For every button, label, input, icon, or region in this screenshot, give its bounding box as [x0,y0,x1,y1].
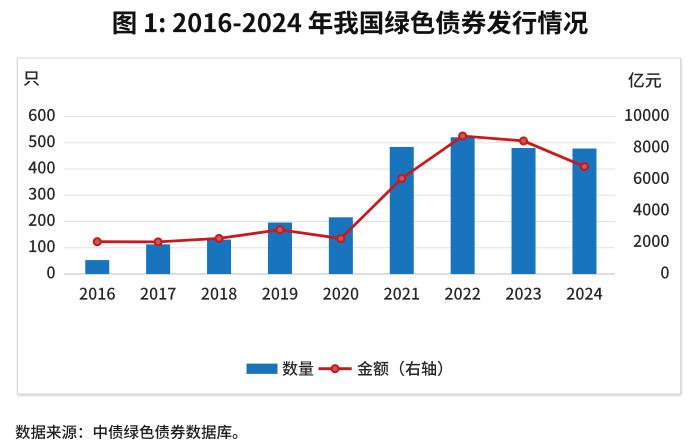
right-axis-unit-label [628,72,662,88]
line-marker [275,225,285,235]
left-tick-label [47,266,55,279]
right-tick-label [633,203,669,216]
bar-series [85,137,597,274]
left-tick-label [28,213,55,227]
line-series [92,131,590,247]
chart-title [113,10,588,35]
legend-bar-swatch [246,363,278,374]
line-marker [397,173,407,183]
right-axis-tick-labels [625,108,669,279]
legend-label-line [357,360,443,377]
legend [246,360,443,377]
left-tick-label [28,187,55,200]
bar [389,146,414,274]
source-note [15,424,238,440]
left-tick-label [29,240,55,253]
legend-label-bars [282,361,314,376]
bar [450,137,475,274]
right-tick-label [661,266,669,279]
left-axis-unit-label [23,71,40,86]
x-category-label [384,287,420,300]
bar [328,217,353,274]
left-tick-label [28,108,55,122]
right-tick-label [625,108,669,122]
x-category-label [201,287,237,300]
left-tick-label [28,161,55,174]
bar [85,260,110,274]
right-tick-label [633,171,669,185]
line-marker [92,237,102,247]
left-axis-tick-labels [28,108,55,279]
line-marker [458,131,468,141]
right-tick-label [633,234,669,248]
right-tick-label [633,140,669,153]
x-category-label [445,287,481,300]
x-category-label [262,287,298,300]
line-marker [153,237,163,247]
line-marker [518,136,529,146]
legend-marker-swatch [330,364,340,374]
x-category-label [323,287,359,300]
x-category-label [505,287,541,300]
line-marker [214,233,224,243]
bar [511,148,536,274]
x-category-label [79,287,115,300]
line-marker [336,234,346,244]
left-tick-label [28,135,55,148]
bar [207,239,232,274]
bar [146,244,171,274]
x-category-label [140,287,176,300]
x-category-label [566,287,603,300]
x-axis-category-labels [79,287,603,300]
line-marker [579,162,590,172]
